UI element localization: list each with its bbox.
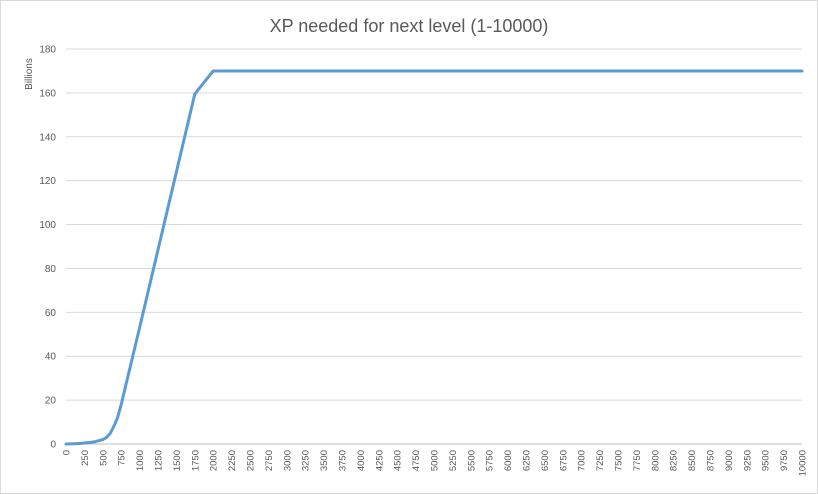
x-tick-label: 5250	[448, 450, 459, 471]
x-tick-label: 1250	[154, 450, 165, 471]
x-tick-label: 6500	[540, 450, 551, 471]
x-tick-label: 7750	[632, 450, 643, 471]
gridlines	[66, 48, 802, 445]
x-tick-label: 10000	[798, 450, 809, 476]
y-tick-label: 0	[50, 440, 56, 451]
y-axis-ticks: 0 20 40 60 80 100 120 140 160 180	[39, 45, 56, 451]
x-tick-label: 750	[117, 450, 128, 466]
x-tick-label: 8250	[669, 450, 680, 471]
x-tick-label: 3500	[319, 450, 330, 471]
x-tick-label: 6250	[522, 450, 533, 471]
x-tick-label: 1000	[135, 450, 146, 471]
x-tick-label: 2250	[227, 450, 238, 471]
x-axis-ticks: 0 250 500 750 1000 1250 1500 1750 2000 2250 2500 27…	[62, 450, 809, 476]
x-tick-label: 9750	[779, 450, 790, 471]
series-line	[64, 69, 804, 446]
y-tick-label: 60	[45, 308, 57, 319]
x-tick-label: 1750	[190, 450, 201, 471]
x-tick-label: 4000	[356, 450, 367, 471]
x-tick-label: 6750	[558, 450, 569, 471]
x-tick-label: 5500	[466, 450, 477, 471]
x-tick-label: 9000	[724, 450, 735, 471]
x-tick-label: 5000	[430, 450, 441, 471]
x-tick-label: 9500	[761, 450, 772, 471]
x-tick-label: 2750	[264, 450, 275, 471]
x-tick-label: 4750	[411, 450, 422, 471]
x-tick-label: 4250	[374, 450, 385, 471]
x-tick-label: 3000	[282, 450, 293, 471]
x-tick-label: 1500	[172, 450, 183, 471]
chart-title: XP needed for next level (1-10000)	[270, 16, 549, 36]
x-tick-label: 7250	[595, 450, 606, 471]
y-tick-label: 100	[39, 220, 56, 231]
y-tick-label: 180	[39, 45, 56, 56]
x-tick-label: 8750	[706, 450, 717, 471]
x-tick-label: 250	[80, 450, 91, 466]
y-tick-label: 120	[39, 176, 56, 187]
y-tick-label: 160	[39, 88, 56, 99]
x-tick-label: 8000	[650, 450, 661, 471]
y-tick-label: 80	[45, 264, 57, 275]
x-tick-label: 7500	[614, 450, 625, 471]
x-tick-label: 3750	[338, 450, 349, 471]
x-tick-label: 9250	[742, 450, 753, 471]
x-tick-label: 0	[62, 450, 73, 455]
y-axis-unit-label: Billions	[24, 58, 35, 90]
x-tick-label: 3250	[301, 450, 312, 471]
x-tick-label: 500	[98, 450, 109, 466]
y-tick-label: 140	[39, 132, 56, 143]
x-tick-label: 7000	[577, 450, 588, 471]
x-tick-label: 2000	[209, 450, 220, 471]
x-tick-label: 8500	[687, 450, 698, 471]
x-tick-label: 4500	[393, 450, 404, 471]
y-tick-label: 20	[45, 396, 57, 407]
x-tick-label: 2500	[246, 450, 257, 471]
x-tick-label: 5750	[485, 450, 496, 471]
x-tick-label: 6000	[503, 450, 514, 471]
series-layer	[64, 69, 804, 446]
y-tick-label: 40	[45, 352, 57, 363]
